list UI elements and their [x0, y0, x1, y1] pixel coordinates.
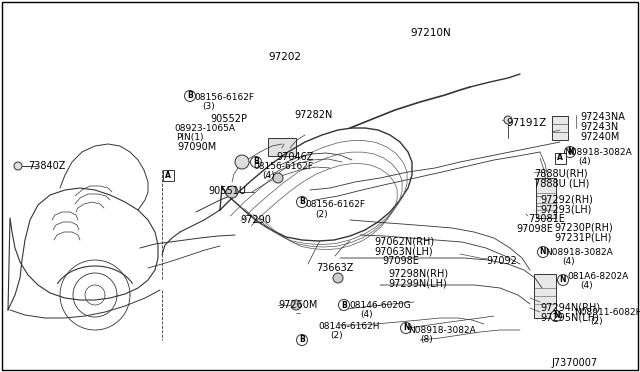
FancyBboxPatch shape: [536, 178, 556, 218]
Bar: [163, 170, 173, 180]
Text: B: B: [299, 198, 305, 206]
Text: 97062N(RH): 97062N(RH): [374, 236, 434, 246]
Circle shape: [504, 116, 512, 124]
Text: N: N: [540, 247, 547, 257]
Text: A: A: [557, 154, 563, 163]
Text: 97243N: 97243N: [580, 122, 618, 132]
Text: 08146-6162H: 08146-6162H: [318, 322, 380, 331]
Text: 73663Z: 73663Z: [316, 263, 353, 273]
Text: 97046Z: 97046Z: [276, 152, 314, 162]
Text: 97092: 97092: [486, 256, 517, 266]
Circle shape: [226, 186, 238, 198]
Text: 97298N(RH): 97298N(RH): [388, 268, 448, 278]
Text: 90551U: 90551U: [208, 186, 246, 196]
Text: N08918-3082A: N08918-3082A: [564, 148, 632, 157]
Text: (3): (3): [202, 102, 215, 111]
Circle shape: [14, 162, 22, 170]
Text: (8): (8): [420, 335, 433, 344]
Text: 97290: 97290: [240, 215, 271, 225]
Text: (4): (4): [360, 310, 372, 319]
Text: 97294N(RH): 97294N(RH): [540, 302, 600, 312]
Text: 97292(RH): 97292(RH): [540, 194, 593, 204]
FancyBboxPatch shape: [268, 138, 296, 156]
Text: 081A6-8202A: 081A6-8202A: [567, 272, 628, 281]
Circle shape: [296, 334, 307, 346]
Text: A: A: [165, 170, 171, 180]
Text: 97299N(LH): 97299N(LH): [388, 278, 447, 288]
Text: PIN(1): PIN(1): [176, 133, 204, 142]
Text: 97293(LH): 97293(LH): [540, 204, 591, 214]
Circle shape: [184, 90, 195, 102]
Text: 97243NA: 97243NA: [580, 112, 625, 122]
Text: 08146-6020G: 08146-6020G: [349, 301, 411, 310]
Text: J7370007: J7370007: [552, 358, 598, 368]
Text: 97063N(LH): 97063N(LH): [374, 246, 433, 256]
Text: N: N: [567, 148, 573, 157]
Circle shape: [339, 299, 349, 311]
Text: (2): (2): [590, 317, 603, 326]
Text: 97231P(LH): 97231P(LH): [554, 232, 611, 242]
Circle shape: [250, 157, 262, 167]
Text: 97282N: 97282N: [294, 110, 332, 120]
Circle shape: [291, 300, 301, 310]
Text: 97098E: 97098E: [516, 224, 553, 234]
Text: (4): (4): [580, 281, 593, 290]
Text: 97240M: 97240M: [580, 132, 620, 142]
Text: 90552P: 90552P: [210, 114, 247, 124]
Bar: [554, 153, 566, 164]
Circle shape: [550, 311, 561, 321]
Text: B: B: [253, 157, 259, 167]
Text: B: B: [341, 301, 347, 310]
Text: N: N: [403, 324, 409, 333]
Circle shape: [235, 155, 249, 169]
FancyBboxPatch shape: [552, 116, 568, 140]
Text: 97202: 97202: [268, 52, 301, 62]
Text: B: B: [187, 92, 193, 100]
Text: (4): (4): [562, 257, 575, 266]
Text: B: B: [299, 336, 305, 344]
Text: 08923-1065A: 08923-1065A: [174, 124, 235, 133]
Text: N: N: [560, 276, 566, 285]
Text: 97098E: 97098E: [382, 256, 419, 266]
Circle shape: [538, 247, 548, 257]
Circle shape: [273, 173, 283, 183]
Text: (4): (4): [262, 171, 275, 180]
Text: 97090M: 97090M: [177, 142, 216, 152]
Text: 97260M: 97260M: [278, 300, 317, 310]
Text: 08156-6162F: 08156-6162F: [194, 93, 254, 102]
Text: 73840Z: 73840Z: [28, 161, 65, 171]
Text: 97295N(LH): 97295N(LH): [540, 312, 599, 322]
Circle shape: [333, 273, 343, 283]
Text: (4): (4): [578, 157, 591, 166]
Text: 08156-6162F: 08156-6162F: [305, 200, 365, 209]
Text: 7888U(RH): 7888U(RH): [534, 168, 588, 178]
Text: N08918-3082A: N08918-3082A: [408, 326, 476, 335]
Text: 08156-6162F: 08156-6162F: [253, 162, 313, 171]
FancyBboxPatch shape: [534, 274, 556, 318]
Text: 7888U (LH): 7888U (LH): [534, 178, 589, 188]
Circle shape: [296, 196, 307, 208]
Text: 73081E: 73081E: [528, 214, 565, 224]
Text: (2): (2): [330, 331, 342, 340]
Text: 97191Z: 97191Z: [506, 118, 547, 128]
Text: N: N: [553, 311, 559, 321]
Text: N08911-6082H: N08911-6082H: [574, 308, 640, 317]
Text: (2): (2): [315, 210, 328, 219]
Text: N08918-3082A: N08918-3082A: [545, 248, 612, 257]
Circle shape: [564, 147, 575, 157]
Text: 97230P(RH): 97230P(RH): [554, 222, 612, 232]
Text: 97210N: 97210N: [410, 28, 451, 38]
Circle shape: [401, 323, 412, 334]
Circle shape: [557, 275, 568, 285]
